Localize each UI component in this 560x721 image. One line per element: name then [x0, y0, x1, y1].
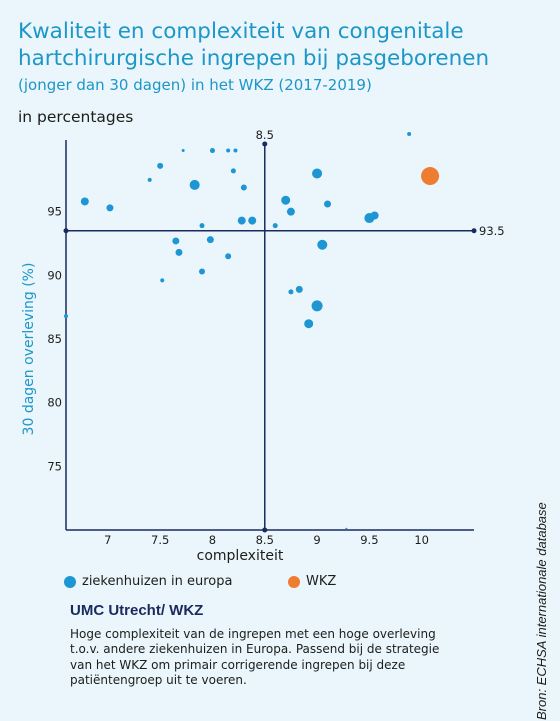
reference-label-complexity: 8.5	[256, 128, 274, 142]
data-point-europe	[233, 148, 238, 153]
data-point-europe	[64, 314, 68, 319]
data-point-europe	[230, 168, 236, 174]
data-point-europe	[248, 216, 257, 225]
chart-title: Kwaliteit en complexiteit van congenital…	[18, 19, 490, 71]
reference-line-end-left	[63, 228, 69, 234]
source-note: Bron: ECHSA internationale database	[534, 502, 549, 720]
x-axis-label: complexiteit	[197, 548, 284, 564]
legend-label-europe: ziekenhuizen in europa	[82, 574, 233, 589]
legend-label-wkz: WKZ	[306, 574, 337, 589]
data-point-europe	[240, 184, 247, 191]
data-point-europe	[295, 285, 303, 293]
x-tick-label: 8	[209, 533, 216, 547]
x-tick-label: 7	[104, 533, 111, 547]
y-axis-label: 30 dagen overleving (%)	[21, 263, 37, 436]
data-point-europe	[324, 200, 332, 208]
y-tick-label: 85	[47, 332, 62, 346]
data-point-europe	[237, 216, 246, 225]
legend-item-europe: ziekenhuizen in europa	[64, 574, 232, 589]
data-point-europe	[272, 223, 278, 229]
data-point-europe	[80, 197, 89, 206]
data-point-europe	[147, 177, 152, 182]
data-point-europe	[181, 149, 185, 153]
data-point-europe	[281, 195, 291, 205]
data-point-europe	[312, 168, 323, 179]
reference-line-end-bottom	[262, 527, 268, 533]
data-point-europe	[199, 223, 205, 229]
y-tick-label: 75	[47, 459, 62, 473]
x-tick-label: 8.5	[256, 533, 274, 547]
data-point-europe	[370, 211, 379, 220]
y-tick-label: 80	[47, 396, 62, 410]
x-tick-label: 10	[414, 533, 429, 547]
data-point-europe	[199, 268, 205, 275]
data-point-europe	[157, 162, 164, 169]
data-point-europe	[172, 237, 180, 245]
unit-label: in percentages	[18, 108, 134, 126]
data-point-europe	[106, 204, 114, 212]
x-tick-label: 7.5	[151, 533, 169, 547]
data-point-europe	[288, 289, 294, 295]
x-tick-label: 9.5	[360, 533, 378, 547]
data-point-europe	[226, 148, 231, 153]
chart-subtitle: (jonger dan 30 dagen) in het WKZ (2017-2…	[18, 76, 372, 94]
data-point-europe	[206, 236, 214, 244]
legend-marker-wkz	[288, 575, 300, 588]
org-title: UMC Utrecht/ WKZ	[70, 602, 204, 619]
data-point-europe	[209, 148, 215, 154]
reference-line-end-top	[262, 141, 268, 147]
data-point-europe	[175, 248, 183, 256]
description-text: Hoge complexiteit van de ingrepen met ee…	[70, 627, 440, 687]
data-point-europe	[407, 131, 412, 136]
data-point-europe	[317, 239, 328, 250]
reference-line-end-right	[471, 228, 477, 234]
data-point-wkz	[421, 167, 440, 186]
data-point-europe	[345, 527, 348, 530]
data-point-europe	[225, 253, 232, 260]
y-tick-label: 95	[47, 205, 62, 219]
data-point-europe	[189, 179, 200, 190]
legend-item-wkz: WKZ	[288, 574, 336, 589]
y-tick-label: 90	[47, 268, 62, 282]
data-point-europe	[311, 300, 323, 312]
x-tick-label: 9	[313, 533, 320, 547]
data-point-europe	[304, 319, 314, 329]
data-point-europe	[286, 207, 295, 216]
data-point-europe	[160, 278, 165, 283]
legend-marker-europe	[64, 575, 76, 588]
reference-label-survival: 93.5	[479, 224, 505, 238]
